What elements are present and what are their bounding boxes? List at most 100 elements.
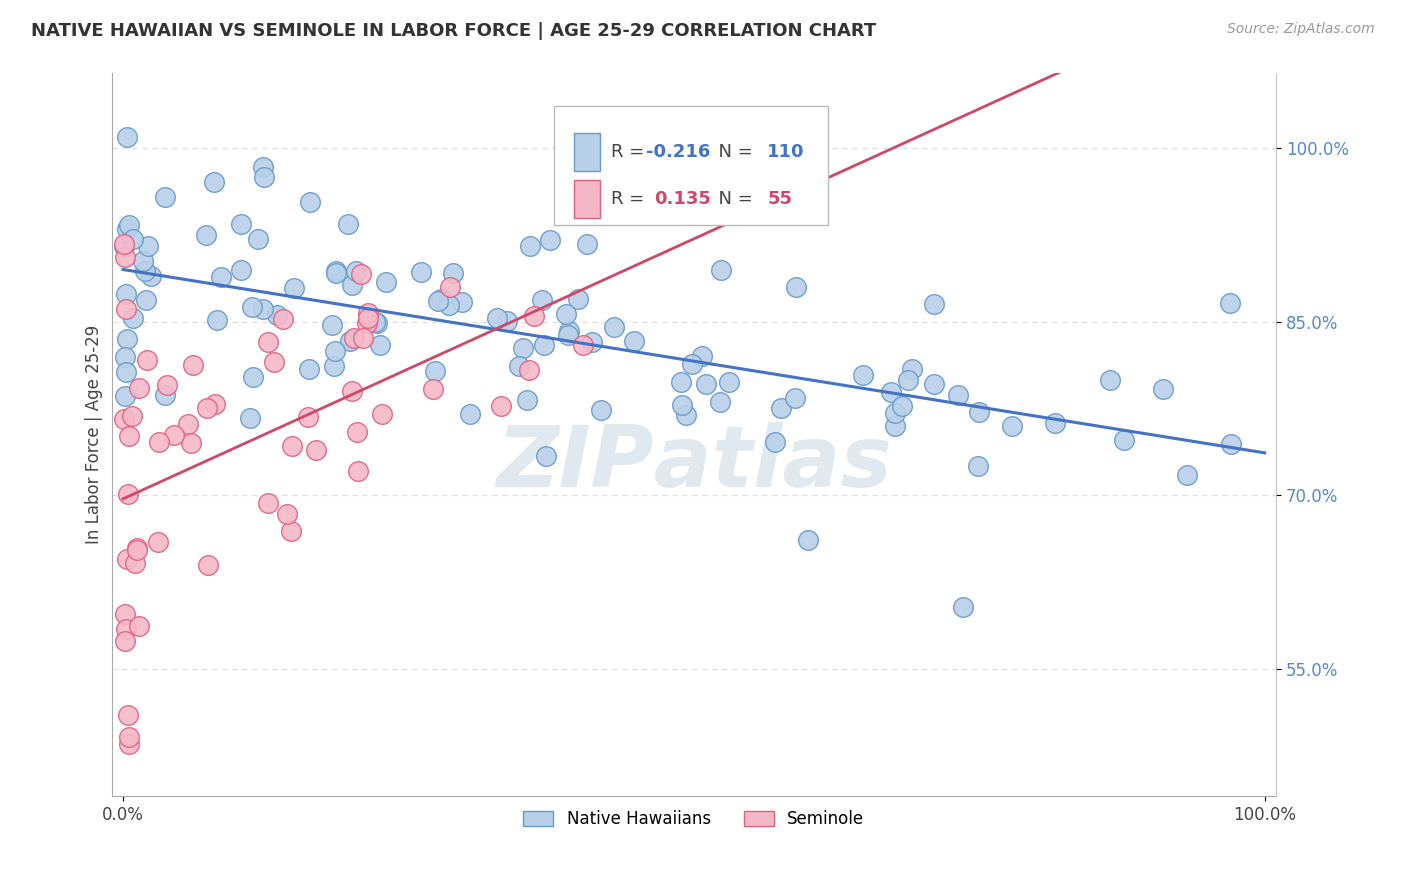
Point [709,395,731,409]
Text: -0.216: -0.216 [647,143,710,161]
Point [252,302,274,317]
Point [1152,382,1174,396]
Point [122,232,145,246]
Point [350,267,373,281]
Point [675,409,697,423]
Point [519,239,541,253]
Point [486,310,509,325]
Point [297,361,319,376]
Point [112,238,135,252]
Point [508,359,530,373]
Point [1114,433,1136,447]
FancyBboxPatch shape [574,133,599,170]
Point [695,377,717,392]
Point [205,312,228,326]
Point [352,331,374,345]
Point [118,429,141,443]
Point [135,353,157,368]
Point [785,279,807,293]
Point [422,382,444,396]
Point [325,264,347,278]
Point [114,250,136,264]
Y-axis label: In Labor Force | Age 25-29: In Labor Force | Age 25-29 [86,325,103,544]
Point [229,263,252,277]
FancyBboxPatch shape [554,105,828,225]
Point [321,318,343,332]
Point [155,378,177,392]
Point [344,264,367,278]
Point [229,217,252,231]
Point [946,388,969,402]
Point [114,633,136,648]
Point [153,387,176,401]
Point [115,129,138,144]
Point [967,405,990,419]
Point [852,368,875,382]
Point [114,350,136,364]
Point [623,334,645,348]
Point [115,365,138,379]
Point [183,358,205,372]
Point [298,195,321,210]
Point [437,298,460,312]
Point [366,316,388,330]
Text: N =: N = [707,143,758,161]
Point [460,407,482,421]
Point [884,418,907,433]
Point [114,389,136,403]
Point [512,341,534,355]
Point [690,349,713,363]
Point [718,376,741,390]
Point [357,306,380,320]
Point [346,425,368,440]
Point [297,410,319,425]
Point [114,302,136,317]
Point [112,411,135,425]
Point [427,294,450,309]
Point [952,600,974,615]
Text: N =: N = [707,190,758,208]
Point [1098,373,1121,387]
Text: 55: 55 [768,190,792,208]
Text: 110: 110 [768,143,804,161]
Point [922,377,945,392]
Point [347,464,370,478]
Point [280,439,302,453]
Point [357,310,380,325]
Legend: Native Hawaiians, Seminole: Native Hawaiians, Seminole [516,804,872,835]
Point [112,237,135,252]
Point [356,316,378,330]
Point [763,434,786,449]
Point [489,399,512,413]
Point [202,175,225,189]
Point [785,391,807,405]
Point [409,265,432,279]
Point [576,237,599,252]
Point [117,730,139,744]
Point [256,496,278,510]
Point [134,264,156,278]
Point [125,542,148,557]
Point [266,308,288,322]
Point [581,334,603,349]
Point [115,287,138,301]
Point [430,292,453,306]
Point [127,541,149,555]
Point [374,275,396,289]
Point [796,533,818,547]
Point [602,320,624,334]
Point [128,619,150,633]
Text: R =: R = [612,143,650,161]
Point [1219,296,1241,310]
Text: ZIP​atlas: ZIP​atlas [496,422,891,505]
Point [148,534,170,549]
Point [967,459,990,474]
Point [117,708,139,723]
Point [117,218,139,232]
Point [304,442,326,457]
Point [163,427,186,442]
Point [531,293,554,308]
Point [136,239,159,253]
Point [148,434,170,449]
Point [115,332,138,346]
